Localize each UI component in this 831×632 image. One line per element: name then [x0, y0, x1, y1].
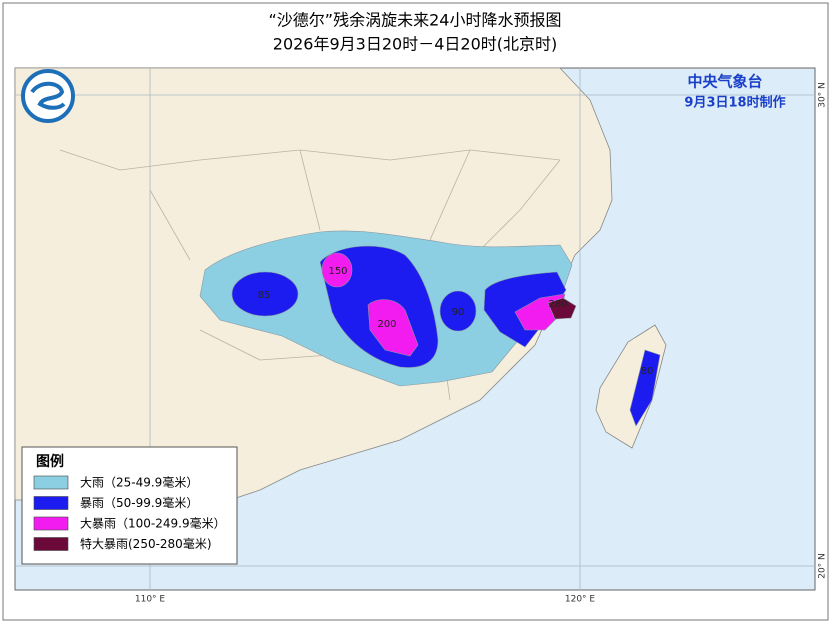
x-axis-label: 120° E	[565, 595, 596, 605]
issue-time: 9月3日18时制作	[684, 95, 785, 111]
legend-label: 大雨（25-49.9毫米）	[80, 475, 198, 490]
rain-area	[547, 297, 577, 320]
legend-swatch	[33, 516, 69, 531]
area-label: 90	[452, 307, 465, 318]
area-label: 150	[328, 266, 347, 277]
x-axis-label: 110° E	[135, 595, 166, 605]
title: “沙德尔”残余涡旋未来24小时降水预报图	[269, 11, 562, 30]
rain-area	[231, 271, 299, 317]
legend-title: 图例	[36, 453, 64, 470]
area-label: 85	[258, 290, 271, 301]
area-label: 80	[641, 366, 654, 377]
area-label: 280	[548, 299, 567, 310]
rain-area	[629, 349, 661, 427]
rain-area	[321, 252, 353, 288]
legend-label: 特大暴雨(250-280毫米)	[80, 536, 212, 551]
y-axis-label: 30° N	[818, 82, 828, 108]
legend-swatch	[33, 496, 69, 510]
rain-area	[367, 299, 419, 357]
legend-swatch	[33, 475, 69, 490]
legend-swatch	[33, 537, 69, 551]
rain-area	[439, 290, 477, 332]
legend-label: 暴雨（50-99.9毫米）	[80, 495, 198, 510]
area-label: 200	[377, 319, 396, 330]
subtitle: 2026年9月3日20时－4日20时(北京时)	[273, 35, 557, 54]
logo	[21, 69, 75, 123]
legend-label: 大暴雨（100-249.9毫米）	[80, 516, 226, 531]
y-axis-label: 20° N	[818, 553, 828, 579]
legend: 图例 大雨（25-49.9毫米） 暴雨（50-99.9毫米） 大暴雨（100-249…	[21, 446, 238, 565]
agency-name: 中央气象台	[687, 73, 762, 91]
